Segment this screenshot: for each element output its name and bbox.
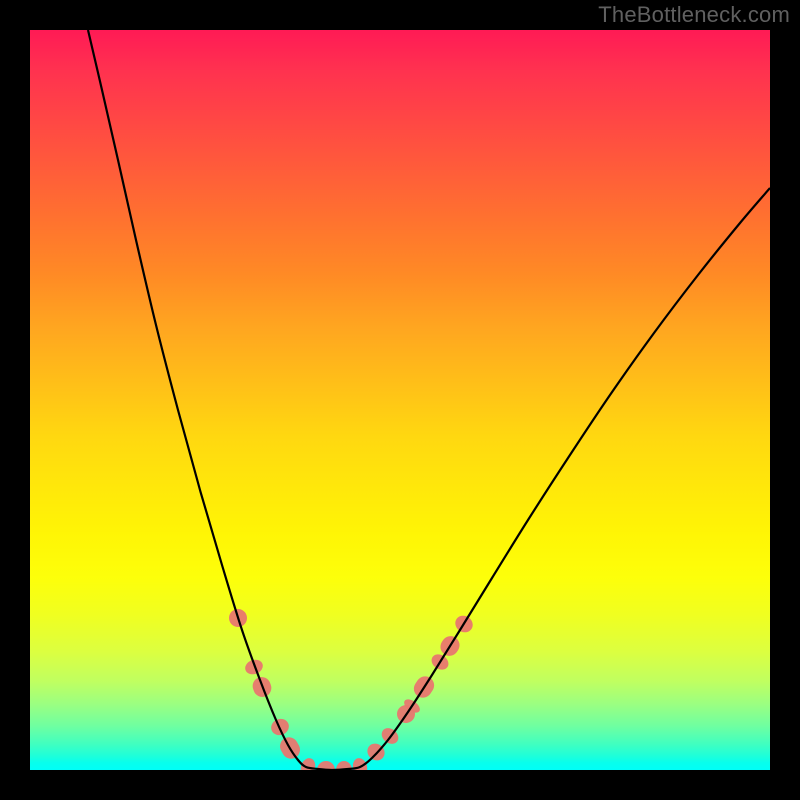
bottleneck-curve (88, 30, 770, 770)
watermark-text: TheBottleneck.com (598, 2, 790, 28)
plot-area (30, 30, 770, 770)
curve-layer (30, 30, 770, 770)
